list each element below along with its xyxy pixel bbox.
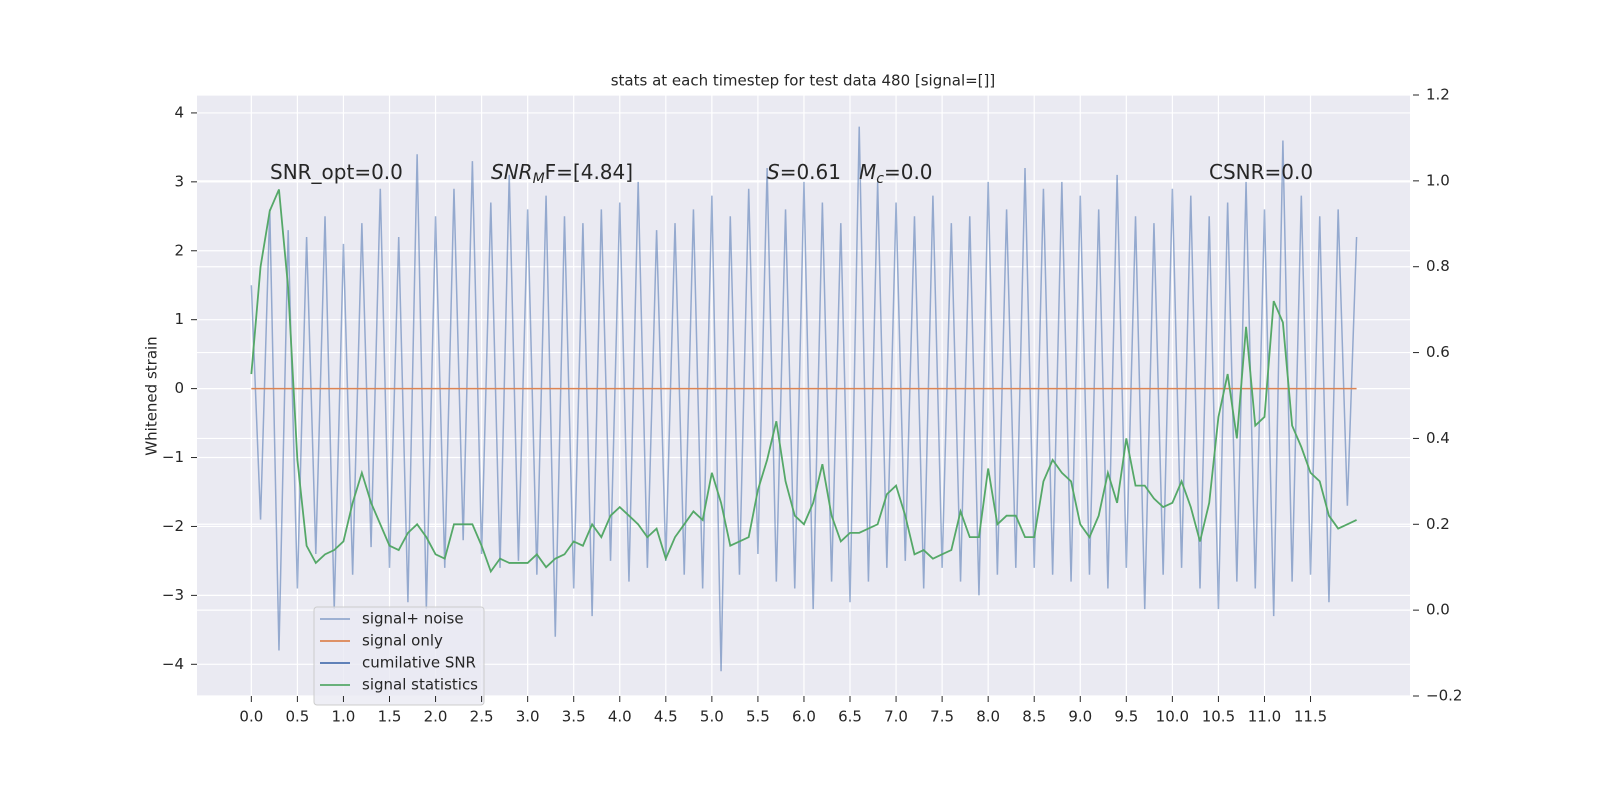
x-tick-label: 0.0 bbox=[239, 708, 263, 726]
legend-label: signal+ noise bbox=[362, 610, 464, 628]
marks bbox=[250, 126, 1358, 672]
x-tick-label: 1.5 bbox=[378, 708, 402, 726]
x-tick-label: 3.5 bbox=[562, 708, 586, 726]
x-tick-label: 6.0 bbox=[792, 708, 816, 726]
x-tick-label: 3.0 bbox=[516, 708, 540, 726]
y-tick-label: 3 bbox=[174, 172, 184, 190]
annotation: SNR_opt=0.0 bbox=[270, 160, 403, 184]
legend-label: signal only bbox=[362, 632, 443, 650]
x-tick-label: 5.0 bbox=[700, 708, 724, 726]
annotation: S=0.61 bbox=[767, 160, 841, 184]
y-tick-label: 0 bbox=[174, 379, 184, 397]
y2-tick-label: 0.4 bbox=[1426, 429, 1450, 447]
y-tick-label: −2 bbox=[162, 517, 184, 535]
legend-label: cumilative SNR bbox=[362, 654, 476, 672]
annotation: Mc=0.0 bbox=[859, 160, 933, 188]
y2-tick-label: 0.6 bbox=[1426, 343, 1450, 361]
x-tick-label: 10.5 bbox=[1202, 708, 1235, 726]
x-tick-label: 0.5 bbox=[285, 708, 309, 726]
annotation-text: F=[4.84] bbox=[545, 160, 633, 184]
y2-tick-label: 1.0 bbox=[1426, 171, 1450, 189]
y-tick-label: 4 bbox=[174, 103, 184, 121]
y2-tick-label: 1.2 bbox=[1426, 86, 1450, 104]
x-tick-label: 2.0 bbox=[424, 708, 448, 726]
x-tick-label: 6.5 bbox=[838, 708, 862, 726]
legend-label: signal statistics bbox=[362, 676, 478, 694]
y-tick-label: −3 bbox=[162, 586, 184, 604]
annotation: SNRMF=[4.84] bbox=[491, 160, 633, 188]
x-tick-label: 4.0 bbox=[608, 708, 632, 726]
x-tick-label: 5.5 bbox=[746, 708, 770, 726]
annotation-text: S bbox=[767, 160, 780, 184]
series-line bbox=[250, 126, 1358, 672]
x-tick-label: 2.5 bbox=[470, 708, 494, 726]
y2-tick-label: −0.2 bbox=[1426, 687, 1462, 705]
annotation-subscript: M bbox=[533, 171, 545, 187]
chart-title: stats at each timestep for test data 480… bbox=[611, 72, 996, 90]
annotation: CSNR=0.0 bbox=[1209, 160, 1313, 184]
y2-tick-label: 0.0 bbox=[1426, 601, 1450, 619]
x-tick-label: 11.0 bbox=[1248, 708, 1281, 726]
y2-tick-label: 0.2 bbox=[1426, 515, 1450, 533]
series-line bbox=[250, 189, 1357, 574]
y-tick-label: −1 bbox=[162, 448, 184, 466]
y-tick-label: 1 bbox=[174, 310, 184, 328]
x-tick-label: 11.5 bbox=[1294, 708, 1327, 726]
x-tick-label: 10.0 bbox=[1156, 708, 1189, 726]
annotation-text: SNR_opt=0.0 bbox=[270, 160, 403, 184]
y-tick-label: 2 bbox=[174, 241, 184, 259]
grid bbox=[197, 94, 1410, 697]
x-tick-label: 9.0 bbox=[1068, 708, 1092, 726]
legend-box bbox=[313, 606, 485, 706]
y-axis-label: Whitened strain bbox=[143, 336, 161, 455]
annotation-text: =0.61 bbox=[780, 160, 841, 184]
annotation-subscript: c bbox=[876, 171, 884, 187]
legend: signal+ noise signal only cumilative SNR si… bbox=[313, 606, 485, 706]
annotation-text: =0.0 bbox=[884, 160, 933, 184]
x-tick-label: 7.0 bbox=[884, 708, 908, 726]
x-tick-label: 8.5 bbox=[1022, 708, 1046, 726]
x-tick-label: 7.5 bbox=[930, 708, 954, 726]
x-tick-label: 8.0 bbox=[976, 708, 1000, 726]
annotation-text: CSNR=0.0 bbox=[1209, 160, 1313, 184]
annotation-text: M bbox=[859, 160, 876, 184]
y-tick-label: −4 bbox=[162, 655, 184, 673]
x-tick-label: 4.5 bbox=[654, 708, 678, 726]
annotation-text: SNR bbox=[491, 160, 533, 184]
y2-tick-label: 0.8 bbox=[1426, 257, 1450, 275]
x-tick-label: 9.5 bbox=[1114, 708, 1138, 726]
x-tick-label: 1.0 bbox=[332, 708, 356, 726]
